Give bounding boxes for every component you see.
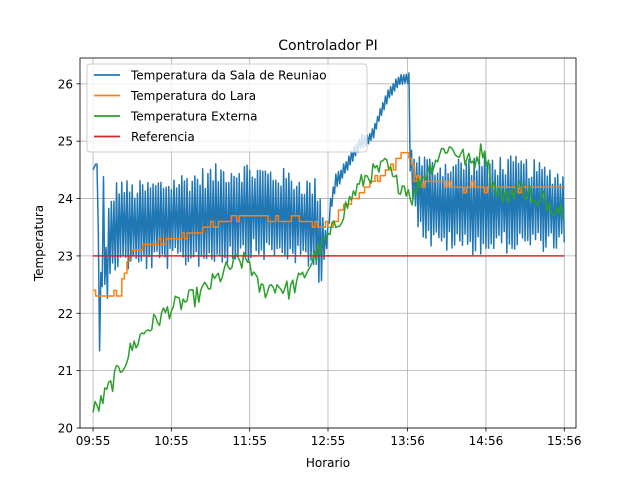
legend-box xyxy=(86,63,368,153)
y-tick-label: 20 xyxy=(58,422,73,436)
series-line-externa xyxy=(92,143,564,413)
x-tick-label: 11:55 xyxy=(232,434,267,448)
legend-label: Temperatura Externa xyxy=(130,110,258,124)
y-axis-label: Temperatura xyxy=(32,205,46,282)
x-tick-label: 13:56 xyxy=(390,434,425,448)
legend-label: Temperatura do Lara xyxy=(130,89,256,103)
y-tick-label: 23 xyxy=(58,249,73,263)
x-tick-label: 12:55 xyxy=(311,434,346,448)
y-tick-label: 26 xyxy=(58,77,73,91)
y-tick-label: 25 xyxy=(58,135,73,149)
x-tick-label: 14:56 xyxy=(469,434,504,448)
legend-label: Temperatura da Sala de Reuniao xyxy=(130,69,327,83)
legend: Temperatura da Sala de Reuniao Temperatur… xyxy=(86,63,368,153)
axis-ticks: 09:55 10:55 11:55 12:55 13:56 14:56 15:56 20 21 2… xyxy=(58,77,582,448)
y-tick-label: 24 xyxy=(58,192,73,206)
series-lines xyxy=(92,72,565,413)
x-tick-label: 09:55 xyxy=(76,434,111,448)
x-tick-label: 10:55 xyxy=(154,434,189,448)
x-axis-label: Horario xyxy=(306,456,350,470)
series-line-lara xyxy=(93,151,563,297)
legend-label: Referencia xyxy=(131,130,195,144)
y-tick-label: 21 xyxy=(58,364,73,378)
y-tick-label: 22 xyxy=(58,307,73,321)
x-tick-label: 15:56 xyxy=(547,434,582,448)
chart-title: Controlador PI xyxy=(278,38,377,54)
